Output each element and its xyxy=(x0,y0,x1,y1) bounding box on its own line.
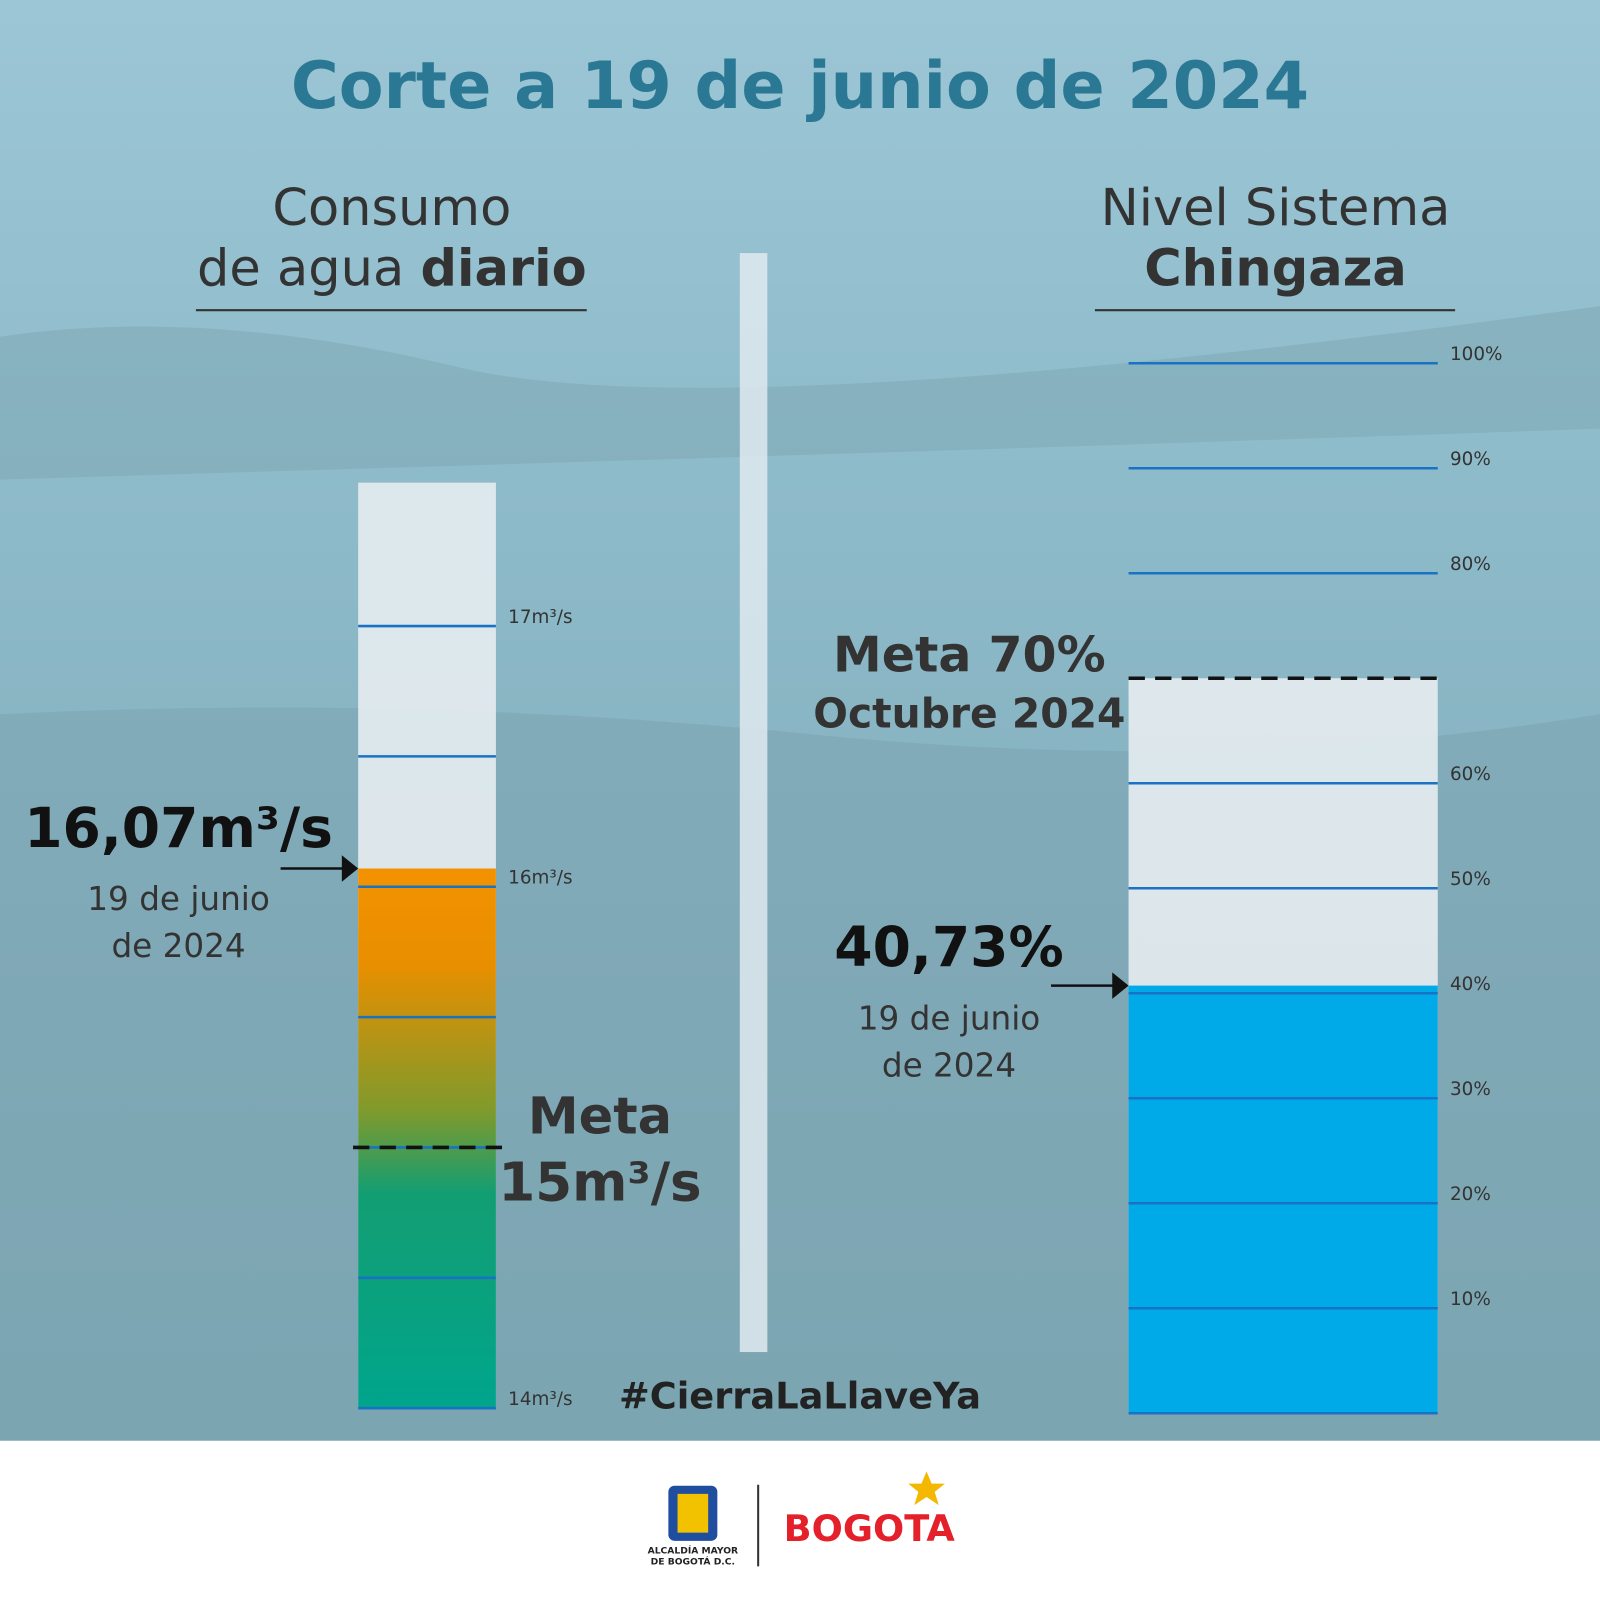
gauge-fill xyxy=(358,868,496,1409)
divider xyxy=(739,253,768,1353)
seal-text: ALCALDÍA MAYOR xyxy=(648,1545,738,1557)
scenery xyxy=(0,306,1600,480)
seal-icon xyxy=(677,1493,709,1533)
chart-title: de agua diario xyxy=(197,239,587,298)
date-label: 19 de junio xyxy=(87,880,270,918)
y-tick-label: 60% xyxy=(1450,764,1491,785)
chart-title-part: de agua xyxy=(197,239,404,298)
y-tick-label: 17m³/s xyxy=(508,607,572,628)
target-label: Meta 70% xyxy=(833,627,1106,684)
brand-star xyxy=(908,1471,945,1506)
value-arrowhead xyxy=(1112,972,1129,999)
y-tick-label: 50% xyxy=(1450,869,1491,890)
target-label: Meta xyxy=(528,1087,672,1146)
y-tick-label: 16m³/s xyxy=(508,868,572,889)
y-tick-label: 80% xyxy=(1450,554,1491,575)
target-label: Octubre 2024 xyxy=(813,689,1125,737)
page-title: Corte a 19 de junio de 2024 xyxy=(291,48,1309,124)
chart-title: Chingaza xyxy=(1144,239,1407,298)
y-tick-label: 30% xyxy=(1450,1079,1491,1100)
brand: BOGOTA xyxy=(784,1507,956,1550)
y-tick-label: 90% xyxy=(1450,449,1491,470)
seal-text: DE BOGOTÁ D.C. xyxy=(651,1556,735,1568)
date-label: de 2024 xyxy=(882,1046,1016,1084)
value-label: 16,07m³/s xyxy=(24,796,333,860)
value-label: 40,73% xyxy=(834,915,1063,979)
target-label: 15m³/s xyxy=(498,1151,701,1213)
y-tick-label: 40% xyxy=(1450,974,1491,995)
footer xyxy=(0,1440,1600,1600)
chart-title-part: diario xyxy=(421,239,587,298)
chart-title: Consumo xyxy=(272,179,511,238)
date-label: de 2024 xyxy=(111,927,245,965)
chart-title: Nivel Sistema xyxy=(1101,179,1451,238)
y-tick-label: 20% xyxy=(1450,1184,1491,1205)
date-label: 19 de junio xyxy=(858,999,1041,1037)
seal: ALCALDÍA MAYOR DE BOGOTÁ D.C. xyxy=(648,1485,738,1568)
hashtag: #CierraLaLlaveYa xyxy=(619,1374,981,1417)
gauge-fill xyxy=(1128,985,1438,1414)
value-arrowhead xyxy=(341,855,359,882)
y-tick-label: 14m³/s xyxy=(508,1389,572,1410)
y-tick-label: 10% xyxy=(1450,1289,1491,1310)
y-tick-label: 100% xyxy=(1450,344,1503,365)
